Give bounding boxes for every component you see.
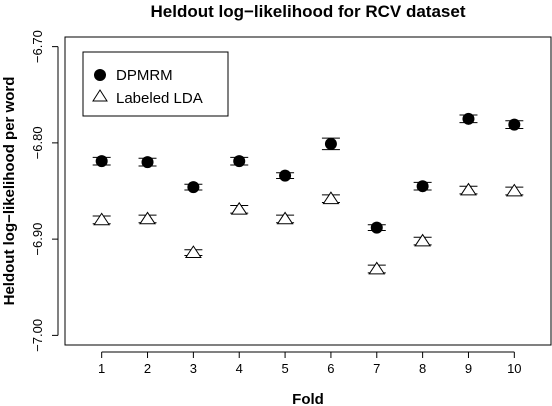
legend-marker-dpmrm [94,69,106,81]
y-tick-label: −7.00 [30,319,45,352]
data-point [184,245,202,258]
data-point [141,156,154,169]
data-point [187,181,200,194]
data-point [508,118,521,131]
data-point [370,221,383,234]
y-axis-title: Heldout log−likelihood per word [1,77,18,306]
series-labeled-lda [92,182,524,275]
x-tick-label: 1 [98,361,105,376]
data-point [230,201,248,215]
x-axis-title: Fold [292,391,324,406]
legend-label-dpmrm: DPMRM [116,67,173,84]
data-point [414,233,432,247]
chart-title: Heldout log−likelihood for RCV dataset [151,2,466,21]
x-tick-label: 4 [236,361,243,376]
y-axis: −7.00 −6.90 −6.80 −6.70 [30,30,59,352]
x-tick-label: 10 [507,361,521,376]
x-tick-label: 2 [144,361,151,376]
x-axis: 1 2 3 4 5 6 7 8 9 10 [98,351,522,376]
x-tick-label: 8 [419,361,426,376]
y-tick-label: −6.80 [30,126,45,159]
data-point [460,182,477,196]
x-tick-label: 3 [190,361,197,376]
plot-area [64,36,552,346]
y-tick-label: −6.90 [30,223,45,256]
data-point [279,169,292,182]
x-tick-label: 6 [327,361,334,376]
data-point [139,211,156,225]
series-layer [92,112,524,275]
data-point [233,155,246,168]
data-point [322,191,340,205]
legend-label-labeled-lda: Labeled LDA [116,90,203,107]
data-point [93,212,111,226]
legend-box [82,51,229,117]
x-tick-label: 5 [281,361,288,376]
x-tick-label: 9 [465,361,472,376]
data-point [416,180,429,193]
y-tick-label: −6.70 [30,30,45,63]
x-tick-label: 7 [373,361,380,376]
data-point [505,183,523,197]
data-point [324,137,337,150]
legend: DPMRM Labeled LDA [82,51,229,117]
data-point [276,211,294,225]
data-point [95,155,108,168]
series-dpmrm [92,112,524,234]
data-point [462,112,475,125]
data-point [368,261,386,275]
legend-marker-labeled-lda [92,89,108,102]
